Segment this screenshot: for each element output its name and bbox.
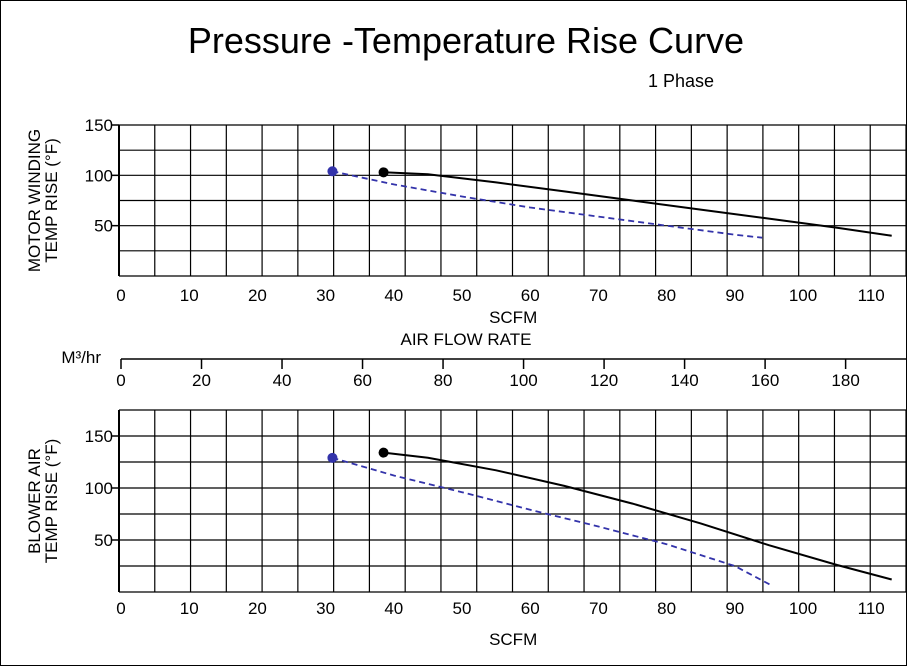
motor-winding-solid-series-start-point xyxy=(378,167,389,178)
motor-winding-y-tick-label: 50 xyxy=(94,217,113,236)
motor-winding-x-tick-label: 100 xyxy=(789,286,817,305)
airflow-rate-axis: AIR FLOW RATE M³/hr 0 20 40 60 80 100 120 140 160 1… xyxy=(61,330,906,390)
blower-air-x-axis-label: SCFM xyxy=(489,630,537,649)
airflow-rate-tick-label: 140 xyxy=(670,371,698,390)
motor-winding-x-tick-label: 90 xyxy=(725,286,744,305)
motor-winding-y-tick-label: 100 xyxy=(85,166,113,185)
blower-air-x-tick-label: 90 xyxy=(725,599,744,618)
motor-winding-dashed-series-start-point xyxy=(327,166,338,177)
blower-air-x-tick-label: 110 xyxy=(858,599,885,618)
motor-winding-panel: 50 100 150 0 10 20 30 40 50 60 70 80 90 100 110 SCFM MOT… xyxy=(25,116,907,327)
blower-air-x-tick-label: 20 xyxy=(248,599,267,618)
airflow-rate-unit-label: M³/hr xyxy=(61,348,101,367)
airflow-rate-tick-label: 160 xyxy=(751,371,779,390)
chart-title: Pressure -Temperature Rise Curve xyxy=(188,20,744,61)
airflow-rate-tick-label: 80 xyxy=(434,371,453,390)
motor-winding-y-axis-label-line1: MOTOR WINDING xyxy=(25,129,44,272)
motor-winding-dashed-series-line xyxy=(332,170,763,239)
blower-air-x-tick-label: 30 xyxy=(316,599,335,618)
motor-winding-solid-series-line xyxy=(383,171,892,237)
blower-air-solid-series-start-point xyxy=(378,447,389,458)
blower-air-y-axis-label-line2: TEMP RISE (°F) xyxy=(42,439,61,564)
motor-winding-y-axis-label-line2: TEMP RISE (°F) xyxy=(42,138,61,263)
blower-air-x-tick-label: 0 xyxy=(116,599,125,618)
airflow-rate-tick-label: 120 xyxy=(590,371,618,390)
motor-winding-x-tick-label: 40 xyxy=(384,286,403,305)
motor-winding-x-tick-label: 70 xyxy=(589,286,608,305)
blower-air-x-tick-label: 60 xyxy=(521,599,540,618)
motor-winding-x-tick-label: 50 xyxy=(453,286,472,305)
motor-winding-x-tick-label: 0 xyxy=(116,286,125,305)
blower-air-dashed-series-start-point xyxy=(327,452,338,463)
motor-winding-x-tick-label: 30 xyxy=(316,286,335,305)
motor-winding-x-axis-label: SCFM xyxy=(489,308,537,327)
motor-winding-x-tick-label: 110 xyxy=(858,286,885,305)
blower-air-y-tick-label: 50 xyxy=(94,531,113,550)
chart-subtitle: 1 Phase xyxy=(648,71,714,91)
blower-air-y-axis-label: BLOWER AIRTEMP RISE (°F) xyxy=(25,439,61,564)
motor-winding-x-tick-label: 80 xyxy=(657,286,676,305)
motor-winding-x-tick-label: 20 xyxy=(248,286,267,305)
blower-air-x-tick-label: 50 xyxy=(453,599,472,618)
airflow-rate-tick-label: 0 xyxy=(116,371,125,390)
blower-air-x-tick-label: 10 xyxy=(180,599,199,618)
blower-air-x-tick-label: 100 xyxy=(789,599,817,618)
airflow-rate-tick-label: 100 xyxy=(509,371,537,390)
blower-air-x-tick-label: 80 xyxy=(657,599,676,618)
motor-winding-y-tick-label: 150 xyxy=(85,116,113,135)
blower-air-solid-series-line xyxy=(383,451,892,581)
motor-winding-y-axis-label: MOTOR WINDINGTEMP RISE (°F) xyxy=(25,129,61,272)
blower-air-y-tick-label: 100 xyxy=(85,479,113,498)
blower-air-y-tick-label: 150 xyxy=(85,427,113,446)
motor-winding-x-tick-label: 60 xyxy=(521,286,540,305)
blower-air-panel: 50 100 150 0 10 20 30 40 50 60 70 80 90 100 110 SCFM BLO… xyxy=(25,409,907,649)
airflow-rate-tick-label: 20 xyxy=(192,371,211,390)
airflow-rate-title: AIR FLOW RATE xyxy=(401,330,532,349)
airflow-rate-tick-label: 180 xyxy=(831,371,859,390)
airflow-rate-tick-label: 40 xyxy=(273,371,292,390)
motor-winding-x-tick-label: 10 xyxy=(180,286,199,305)
blower-air-x-tick-label: 70 xyxy=(589,599,608,618)
airflow-rate-tick-label: 60 xyxy=(353,371,372,390)
blower-air-y-axis-label-line1: BLOWER AIR xyxy=(25,448,44,554)
blower-air-x-tick-label: 40 xyxy=(384,599,403,618)
blower-air-dashed-series-line xyxy=(332,456,773,587)
